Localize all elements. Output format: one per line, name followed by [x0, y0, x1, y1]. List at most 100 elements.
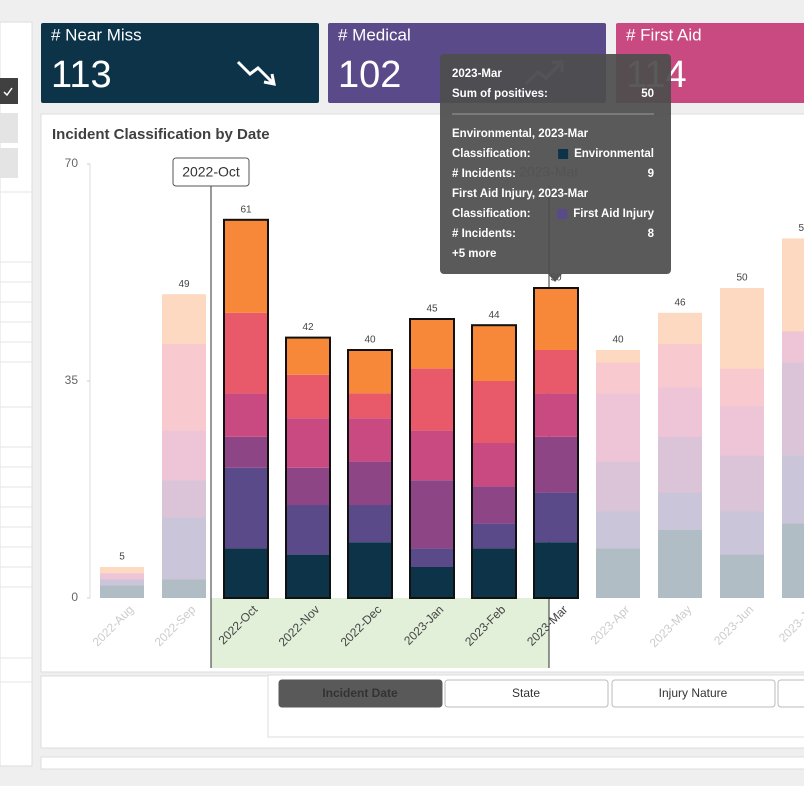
bar-segment[interactable] — [162, 430, 206, 481]
total-label: 58 — [798, 223, 804, 234]
bar-segment[interactable] — [720, 554, 764, 598]
trend-down-arrow — [263, 73, 276, 86]
bar-segment[interactable] — [162, 294, 206, 344]
bar-segment[interactable] — [286, 554, 330, 598]
bar-segment[interactable] — [720, 288, 764, 369]
tab-button[interactable] — [444, 679, 609, 708]
bar-segment[interactable] — [658, 529, 702, 598]
selection-flag[interactable] — [172, 157, 250, 187]
bar-segment[interactable] — [286, 374, 330, 419]
bar-segment[interactable] — [224, 467, 268, 549]
list-item[interactable] — [0, 113, 18, 143]
bar-segment[interactable] — [286, 505, 330, 555]
bar-segment[interactable] — [596, 362, 640, 394]
bar-segment[interactable] — [224, 436, 268, 468]
bar-segment[interactable] — [782, 331, 804, 363]
bar-segment[interactable] — [224, 548, 268, 598]
tooltip-pointer — [548, 274, 562, 282]
bar-segment[interactable] — [410, 319, 454, 369]
tooltip-swatch — [558, 149, 569, 159]
bar-segment[interactable] — [720, 455, 764, 512]
bar-outline — [285, 336, 331, 599]
bar-segment[interactable] — [658, 343, 702, 388]
bar-segment[interactable] — [348, 461, 392, 505]
tab-button[interactable] — [611, 679, 776, 708]
bar-segment[interactable] — [162, 579, 206, 598]
bar-segment[interactable] — [720, 511, 764, 555]
bar-segment[interactable] — [658, 387, 702, 437]
bar-segment[interactable] — [348, 505, 392, 543]
sidebar — [0, 21, 33, 767]
tab-label: Incident Date — [322, 686, 398, 700]
bar-segment[interactable] — [472, 486, 516, 524]
bar-segment[interactable] — [596, 350, 640, 363]
bar-segment[interactable] — [534, 393, 578, 437]
kpi-card — [41, 23, 319, 103]
bar-segment[interactable] — [782, 238, 804, 332]
bar-outline — [471, 324, 517, 599]
bar-segment[interactable] — [472, 381, 516, 443]
bar-segment[interactable] — [782, 523, 804, 598]
total-label: 5 — [119, 552, 125, 563]
bar-segment[interactable] — [410, 480, 454, 549]
bar-segment[interactable] — [410, 548, 454, 567]
bar-segment[interactable] — [100, 573, 144, 580]
bar-segment[interactable] — [782, 362, 804, 456]
bar-segment[interactable] — [596, 511, 640, 549]
bar-segment[interactable] — [224, 219, 268, 313]
bar-segment[interactable] — [596, 461, 640, 512]
kpi-value: 102 — [338, 54, 401, 96]
bar-segment[interactable] — [782, 455, 804, 524]
bar-segment[interactable] — [472, 548, 516, 598]
bar-outline — [409, 318, 455, 599]
total-label: 61 — [240, 204, 252, 215]
bar-segment[interactable] — [720, 368, 764, 406]
bar-segment[interactable] — [348, 542, 392, 598]
bar-segment[interactable] — [472, 523, 516, 549]
bar-segment[interactable] — [162, 517, 206, 580]
bar-segment[interactable] — [286, 418, 330, 468]
bar-segment[interactable] — [100, 567, 144, 574]
tooltip-item-title: First Aid Injury, 2023-Mar — [452, 188, 589, 200]
bar-segment[interactable] — [162, 480, 206, 518]
bar-segment[interactable] — [410, 430, 454, 481]
bar-segment[interactable] — [286, 467, 330, 505]
selection-range[interactable] — [211, 598, 549, 668]
bar-segment[interactable] — [596, 393, 640, 462]
bar-segment[interactable] — [534, 350, 578, 394]
bar-segment[interactable] — [534, 542, 578, 598]
tooltip-label: # Incidents: — [452, 228, 516, 240]
bar-segment[interactable] — [286, 337, 330, 375]
bar-segment[interactable] — [224, 393, 268, 437]
tooltip-value: Environmental — [574, 148, 654, 160]
bar-segment[interactable] — [534, 436, 578, 493]
bar-segment[interactable] — [472, 443, 516, 487]
y-tick-label: 35 — [65, 373, 79, 387]
bar-segment[interactable] — [472, 325, 516, 381]
bar-segment[interactable] — [348, 393, 392, 419]
tab-button[interactable] — [777, 679, 804, 708]
bar-segment[interactable] — [348, 350, 392, 394]
bar-segment[interactable] — [410, 368, 454, 431]
bar-segment[interactable] — [720, 405, 764, 456]
tab-button[interactable] — [278, 679, 443, 708]
bar-segment[interactable] — [348, 418, 392, 462]
tooltip-value: First Aid Injury — [573, 208, 654, 220]
total-label: 44 — [488, 310, 500, 321]
bar-segment[interactable] — [596, 548, 640, 598]
kpi-value: 113 — [51, 54, 112, 96]
bar-segment[interactable] — [534, 288, 578, 350]
bar-segment[interactable] — [224, 312, 268, 394]
bar-segment[interactable] — [410, 567, 454, 598]
bar-segment[interactable] — [100, 579, 144, 586]
tooltip-value: 50 — [641, 88, 654, 100]
tooltip-box — [440, 54, 671, 274]
kpi-title: # Medical — [338, 25, 411, 44]
bar-segment[interactable] — [534, 492, 578, 543]
bar-segment[interactable] — [658, 436, 702, 493]
bar-segment[interactable] — [162, 343, 206, 431]
bar-segment[interactable] — [658, 492, 702, 530]
list-item[interactable] — [0, 148, 18, 178]
bar-segment[interactable] — [658, 312, 702, 344]
bar-segment[interactable] — [100, 585, 144, 598]
